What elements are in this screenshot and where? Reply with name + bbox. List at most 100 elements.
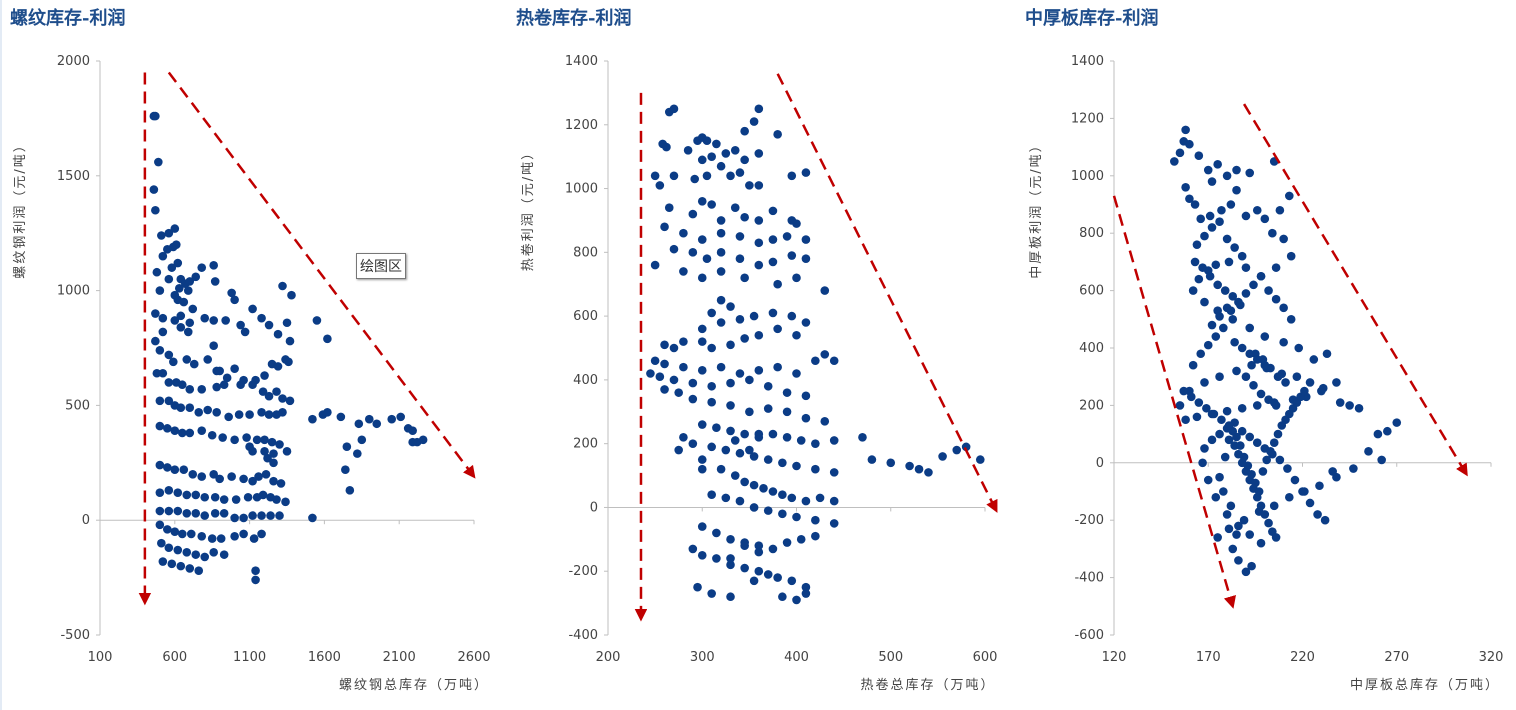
scatter-point — [1232, 366, 1241, 376]
scatter-point — [158, 251, 168, 261]
scatter-point — [200, 492, 210, 502]
scatter-point — [203, 405, 213, 415]
scatter-point — [1349, 464, 1358, 473]
scatter-point — [194, 407, 204, 417]
scatter-point — [210, 277, 220, 286]
scatter-point — [688, 209, 698, 219]
scatter-point — [1373, 429, 1383, 439]
scatter-point — [312, 316, 322, 325]
scatter-point — [257, 313, 266, 323]
scatter-point — [1247, 561, 1256, 571]
scatter-point — [308, 513, 317, 523]
scatter-point — [669, 375, 679, 385]
scatter-point — [801, 318, 811, 327]
y-tick-label: 200 — [573, 437, 598, 452]
scatter-point — [740, 273, 749, 283]
scatter-point — [284, 357, 293, 367]
scatter-point — [754, 541, 764, 551]
scatter-point — [1190, 257, 1200, 267]
scatter-point — [754, 429, 764, 439]
scatter-point — [1260, 510, 1270, 519]
scatter-point — [1392, 418, 1402, 427]
scatter-point — [1224, 435, 1234, 445]
scatter-point — [1196, 214, 1206, 224]
scatter-point — [209, 548, 218, 557]
scatter-point — [185, 403, 195, 412]
scatter-point — [248, 304, 257, 314]
scatter-point — [230, 295, 239, 305]
scatter-point — [702, 136, 712, 146]
scatter-point — [792, 219, 801, 228]
scatter-point — [1230, 243, 1239, 252]
scatter-point — [257, 511, 266, 520]
scatter-point — [263, 453, 272, 463]
scatter-point — [1232, 432, 1241, 442]
scatter-point — [170, 465, 180, 474]
scatter-point — [778, 458, 787, 468]
scatter-point — [239, 529, 248, 539]
scatter-point — [200, 313, 210, 323]
scatter-point — [768, 308, 778, 318]
scatter-point — [707, 200, 716, 209]
scatter-point — [749, 311, 759, 321]
scatter-point — [1222, 303, 1232, 313]
scatter-point — [655, 181, 665, 190]
scatter-point — [745, 445, 754, 455]
scatter-point — [792, 273, 801, 283]
scatter-point — [1207, 320, 1217, 330]
scatter-point — [801, 496, 811, 506]
scatter-point — [179, 297, 189, 307]
scatter-point — [155, 286, 165, 295]
scatter-point — [1237, 343, 1247, 353]
y-tick-label: -500 — [60, 628, 90, 643]
scatter-point — [1279, 337, 1288, 347]
scatter-point — [1247, 360, 1256, 370]
scatter-point — [155, 396, 165, 406]
scatter-point — [158, 368, 168, 378]
scatter-point — [1245, 323, 1255, 333]
scatter-point — [735, 315, 745, 324]
scatter-point — [679, 228, 688, 238]
scatter-point — [387, 414, 397, 424]
scatter-point — [1264, 395, 1273, 404]
scatter-point — [1241, 289, 1251, 298]
scatter-point — [1198, 263, 1207, 272]
scatter-point — [1215, 429, 1224, 439]
scatter-point — [354, 419, 364, 429]
scatter-point — [773, 573, 782, 582]
y-axis-label: 螺纹钢利润（元/吨） — [13, 137, 28, 278]
scatter-point — [323, 407, 332, 417]
scatter-point — [191, 509, 201, 518]
scatter-point — [1203, 475, 1213, 485]
scatter-point — [655, 372, 665, 382]
scatter-point — [697, 522, 707, 531]
scatter-point — [763, 455, 773, 464]
scatter-point — [248, 476, 257, 486]
scatter-point — [1239, 515, 1249, 525]
scatter-point — [1230, 337, 1239, 347]
scatter-point — [796, 436, 806, 445]
scatter-point — [197, 531, 207, 541]
scatter-point — [1256, 389, 1266, 399]
scatter-point — [716, 228, 726, 238]
scatter-point — [1383, 426, 1392, 436]
scatter-point — [164, 506, 174, 516]
scatter-point — [224, 412, 233, 422]
y-tick-label: 800 — [573, 245, 598, 260]
scatter-point — [1200, 378, 1209, 387]
scatter-point — [726, 302, 735, 311]
scatter-point — [269, 449, 278, 458]
scatter-point — [1258, 467, 1268, 476]
scatter-point — [730, 471, 740, 480]
scatter-point — [260, 371, 269, 380]
scatter-point — [1222, 406, 1232, 416]
scatter-point — [801, 254, 811, 264]
scatter-point — [716, 216, 726, 225]
scatter-point — [749, 576, 759, 586]
scatter-point — [1269, 438, 1279, 448]
scatter-point — [697, 197, 707, 206]
scatter-point — [660, 222, 669, 232]
scatter-point — [173, 258, 183, 268]
scatter-point — [1249, 381, 1258, 390]
y-tick-label: 1500 — [57, 169, 90, 184]
